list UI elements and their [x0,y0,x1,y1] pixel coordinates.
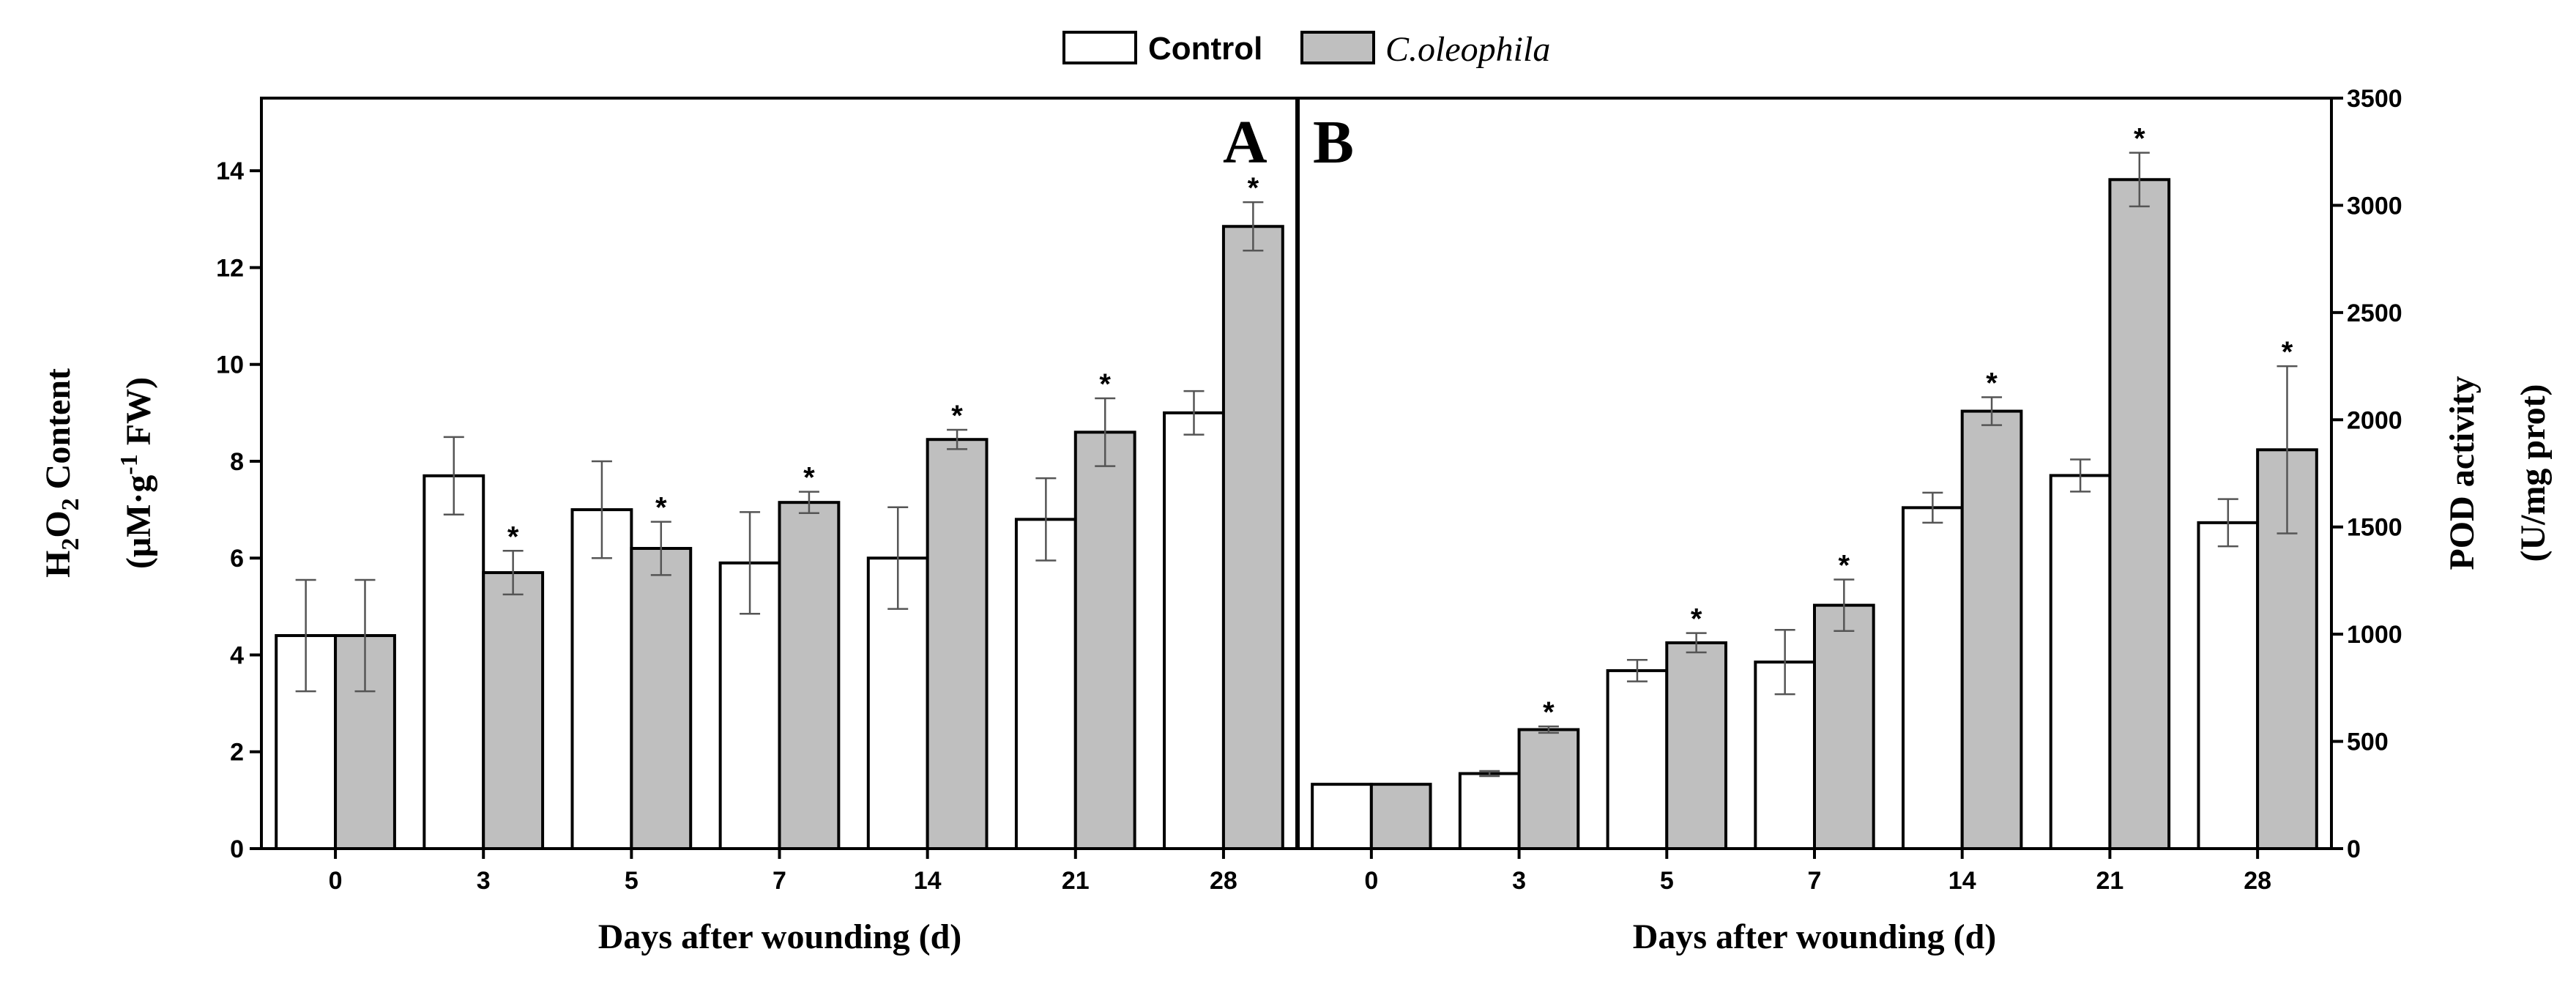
panel-b-x-tick-label-5: 21 [2096,867,2124,895]
panel-b-bar-control-2 [1606,668,1669,851]
y-axis-title-a-units: (μM·g-1 FW) [116,377,158,569]
panel-b-marks: 0 500 1000 1500 2000 2500 3000 3500 0 3 * 5 * 7 * 14 * 21… [1311,85,2402,895]
panel-b-significance-star-3: * [1839,549,1850,581]
y-title-a-units-sup: -1 [116,454,143,474]
panel-a-y-tick-label-5: 10 [216,351,244,379]
panel-a-x-tick-label-3: 7 [773,867,786,895]
panel-a-marks: 0 2 4 6 8 10 12 14 0 3 * 5 * 7 * 14 * 21 * 28 * [216,157,1284,895]
y-axis-title-b-units: (U/mg prot) [2514,384,2553,562]
panel-a-significance-star-4: * [951,400,963,432]
y-axis-title-a: H2O2 Content [39,368,84,578]
y-title-b-line1: POD activity [2443,376,2482,570]
panel-b-significance-star-6: * [2282,336,2293,368]
panel-b-x-tick-label-1: 3 [1512,867,1526,895]
legend-label-treatment: C.oleophila [1385,30,1550,69]
svg-text:H2O2 Content: H2O2 Content [39,368,84,578]
panel-a-x-tick-label-6: 28 [1210,867,1237,895]
y-title-a-units-start: (μM·g [119,475,158,570]
panel-a-bar-control-5 [1014,518,1077,850]
panel-b-x-tick-label-2: 5 [1660,867,1674,895]
panel-a-bar-treatment-3 [778,501,841,850]
panel-b-x-tick-label-3: 7 [1808,867,1822,895]
panel-b-bar-treatment-2 [1665,641,1727,850]
y-axis-title-b: POD activity [2443,376,2482,570]
panel-b-significance-star-4: * [1986,368,1998,400]
panel-b-bar-control-6 [2197,521,2260,850]
panel-b-significance-star-2: * [1691,603,1702,636]
panel-b-x-tick-label-6: 28 [2244,867,2271,895]
panel-label-b: B [1313,108,1354,176]
panel-a-x-tick-label-1: 3 [477,867,491,895]
panel-a-significance-star-1: * [507,521,519,553]
y-title-a-units-end: FW) [119,377,158,454]
panel-a-x-tick-label-5: 21 [1062,867,1090,895]
svg-text:(μM·g-1 FW): (μM·g-1 FW) [116,377,158,569]
panel-b-bar-control-1 [1458,772,1521,850]
panel-b-bar-treatment-3 [1813,603,1875,850]
y-title-a-o: O [39,510,78,537]
y-title-b-line2: (U/mg prot) [2514,384,2553,562]
panel-b-bar-control-0 [1311,783,1373,850]
panel-a-bar-control-2 [570,508,633,851]
legend-swatch-treatment [1300,31,1375,64]
panel-b-y-tick-label-0: 0 [2347,835,2361,863]
panel-a-bar-control-1 [422,474,485,850]
panel-a-bar-treatment-4 [926,438,989,850]
panel-b-y-tick-label-4: 2000 [2347,406,2402,434]
panel-b-significance-star-5: * [2134,123,2145,155]
panel-b-y-tick-label-6: 3000 [2347,192,2402,220]
panel-a-x-tick-label-4: 14 [914,867,942,895]
panel-a-bar-control-6 [1163,411,1225,850]
panel-b-y-tick-label-1: 500 [2347,729,2389,756]
panel-a-x-tick-label-0: 0 [329,867,343,895]
panel-a-significance-star-6: * [1248,172,1259,204]
legend: Control C.oleophila [1062,30,1550,69]
panel-b-bar-control-5 [2049,474,2112,851]
panel-b-x-tick-label-4: 14 [1948,867,1976,895]
x-axis-title-a: Days after wounding (d) [598,917,962,956]
x-axis-title-b: Days after wounding (d) [1633,917,1997,956]
panel-a-y-tick-label-3: 6 [230,545,244,573]
y-title-a-sub1: 2 [57,538,84,551]
panel-a-y-tick-label-2: 4 [230,641,244,669]
panel-b-y-tick-label-7: 3500 [2347,85,2402,113]
y-title-a-sub2: 2 [57,498,84,510]
panel-b-bar-treatment-0 [1369,783,1432,850]
panel-b-bar-treatment-4 [1960,409,2023,850]
panel-b-y-tick-label-2: 1000 [2347,621,2402,649]
panel-b-y-tick-label-5: 2500 [2347,299,2402,327]
panel-a-x-tick-label-2: 5 [625,867,639,895]
panel-label-a: A [1223,108,1267,176]
panel-b-y-tick-label-3: 1500 [2347,514,2402,542]
y-title-a-h: H [39,551,78,578]
panel-a-y-tick-label-4: 8 [230,448,244,476]
panel-a-bar-treatment-1 [482,571,545,850]
panel-a-significance-star-5: * [1099,368,1111,401]
y-title-a-content: Content [39,368,78,498]
panel-b-bar-treatment-1 [1517,728,1580,851]
legend-label-control: Control [1148,31,1262,67]
panel-b-x-tick-label-0: 0 [1364,867,1378,895]
panel-b-bar-control-4 [1902,506,1964,850]
panel-b-bar-treatment-5 [2108,178,2171,851]
panel-a-significance-star-2: * [655,492,667,524]
panel-a-y-tick-label-6: 12 [216,254,244,282]
panel-a-y-tick-label-0: 0 [230,835,244,863]
panel-a-significance-star-3: * [803,462,815,494]
legend-swatch-control [1062,31,1137,64]
panel-a-bar-treatment-6 [1221,225,1284,850]
panel-a-y-tick-label-7: 14 [216,157,244,185]
panel-a-y-tick-label-1: 2 [230,739,244,767]
panel-b-significance-star-1: * [1543,696,1555,729]
panel-a-bar-treatment-5 [1073,431,1136,850]
panel-a-bar-treatment-2 [630,547,693,850]
